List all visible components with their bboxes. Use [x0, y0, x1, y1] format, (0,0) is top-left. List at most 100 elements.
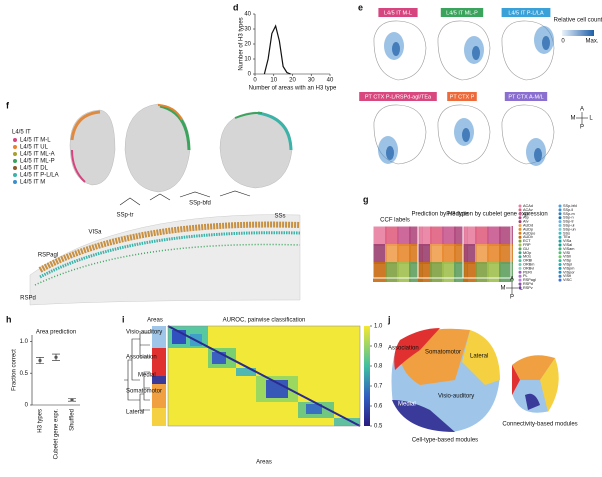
legend-swatch — [518, 255, 522, 259]
x-tick-label: 0 — [253, 78, 257, 84]
flatmap-outline — [437, 20, 491, 81]
expression-blob — [462, 128, 470, 142]
legend-label: AIv — [523, 220, 529, 224]
region — [373, 226, 387, 246]
legend-swatch — [518, 243, 522, 247]
legend-swatch — [558, 263, 562, 266]
legend-label: L4/5 IT M — [20, 180, 45, 186]
area-label: RSPd — [20, 296, 36, 302]
colorbar-tick-label: 0.9 — [374, 344, 383, 350]
region — [397, 244, 411, 264]
legend-swatch — [558, 270, 562, 274]
map-title: Prediction by H3 type — [411, 212, 469, 218]
x-tick-label: Shuffled — [70, 409, 76, 431]
legend-swatch — [518, 266, 522, 270]
region — [463, 226, 477, 246]
region — [418, 244, 432, 264]
legend-label: AIp — [523, 216, 529, 220]
legend-swatch — [558, 208, 562, 212]
axis — [31, 335, 80, 406]
legend-label: AUDv — [523, 235, 533, 239]
y-tick-label: 0 — [248, 72, 252, 78]
legend-swatch — [558, 231, 562, 235]
legend-label: MOs — [523, 255, 531, 259]
map-title: CCF labels — [380, 218, 410, 224]
expression-blob — [534, 148, 542, 162]
legend-label: VISpor — [563, 270, 575, 274]
legend-label: L4/5 IT DL — [20, 166, 49, 172]
module-strip — [152, 376, 166, 384]
colorbar-title: Relative cell count — [554, 18, 602, 24]
legend-label: VISC — [563, 278, 572, 282]
region — [430, 226, 444, 246]
colorbar-label: 0 — [561, 39, 565, 45]
module-label: Visio-auditory — [438, 394, 474, 400]
legend-swatch — [558, 247, 562, 251]
map-label: L4/5 IT P-L/LA — [508, 10, 544, 16]
region — [397, 262, 411, 282]
legend-label: SSp-ll — [563, 208, 573, 212]
region — [442, 262, 456, 282]
legend-label: VISa — [563, 239, 572, 243]
compass-label: A — [510, 277, 514, 283]
expression-blob — [472, 46, 480, 60]
legend-label: L4/5 IT M-L — [20, 138, 51, 144]
legend-label: GU — [523, 247, 529, 251]
legend-swatch — [518, 212, 522, 216]
legend-swatch — [558, 255, 562, 259]
legend-label: ECT — [523, 239, 531, 243]
legend-label: L4/5 IT ML-P — [20, 159, 55, 165]
legend-swatch — [518, 278, 522, 282]
legend-label: RSPd — [523, 282, 533, 286]
panel-letter: d — [233, 2, 239, 12]
compass-label: P — [510, 295, 514, 301]
legend-swatch — [518, 208, 522, 212]
y-tick-label: 0.5 — [20, 371, 29, 377]
area-label: VISa — [88, 230, 102, 236]
row-label: Areas — [147, 318, 163, 324]
x-tick-label: 40 — [327, 78, 334, 84]
legend-label: ACAd — [523, 204, 533, 208]
legend-swatch — [558, 259, 562, 263]
legend-swatch — [558, 274, 562, 278]
panel-letter: i — [122, 314, 125, 324]
legend-swatch — [518, 220, 522, 224]
legend-label: FRP — [523, 243, 531, 247]
legend-swatch — [518, 231, 522, 235]
legend-swatch — [13, 159, 17, 163]
module-strip — [152, 348, 166, 376]
region — [499, 244, 513, 264]
legend-swatch — [13, 173, 17, 177]
region — [475, 244, 489, 264]
legend-label: ORBl — [523, 259, 532, 263]
y-tick-label: 40 — [244, 12, 251, 18]
region — [463, 244, 477, 264]
panel-letter: j — [387, 314, 391, 324]
caption: Connectivity-based modules — [502, 422, 577, 428]
legend-label: VISpl — [563, 263, 572, 267]
compass-label: M — [571, 116, 576, 122]
legend-label: AId — [523, 212, 529, 216]
y-tick-label: 0 — [25, 403, 29, 409]
panel-letter: h — [6, 314, 12, 324]
module-label: Lateral — [470, 354, 488, 360]
legend-label: L4/5 IT P-L/LA — [20, 173, 59, 179]
colorbar-tick-label: 0.8 — [374, 364, 383, 370]
legend-label: SSs — [563, 231, 570, 235]
legend-label: RSPagl — [523, 278, 536, 282]
region — [487, 262, 501, 282]
map-title: Prediction by cubelet gene expression — [446, 212, 547, 218]
region — [463, 262, 477, 282]
colorbar — [364, 326, 370, 426]
region — [499, 226, 513, 246]
chart-title: Area prediction — [36, 330, 76, 336]
legend-label: L4/5 IT UL — [20, 145, 49, 151]
region — [385, 226, 399, 246]
region — [385, 262, 399, 282]
panel-letter: e — [358, 2, 363, 12]
region — [430, 262, 444, 282]
legend-swatch — [13, 138, 17, 142]
dot — [70, 398, 74, 402]
caption: Cell-type-based modules — [412, 438, 478, 444]
